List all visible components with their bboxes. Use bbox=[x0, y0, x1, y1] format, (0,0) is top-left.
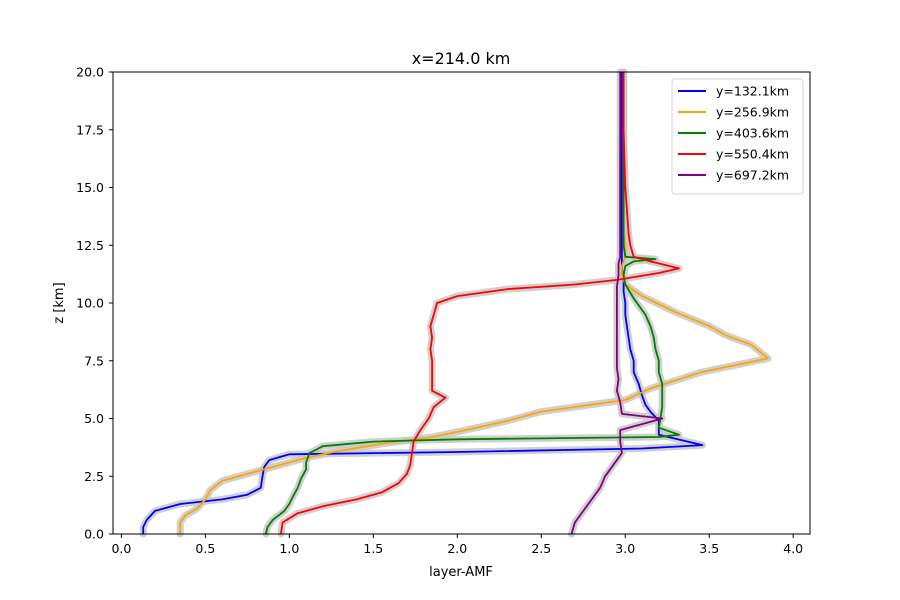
legend-box bbox=[671, 78, 804, 195]
y-tick-label: 12.5 bbox=[76, 238, 104, 253]
x-tick-label: 0.5 bbox=[195, 541, 215, 556]
legend-label-2: y=256.9km bbox=[716, 105, 789, 120]
y-tick-label: 15.0 bbox=[76, 180, 104, 195]
y-tick-label: 2.5 bbox=[84, 469, 104, 484]
x-tick-label: 4.0 bbox=[783, 541, 803, 556]
y-tick-label: 20.0 bbox=[76, 65, 104, 80]
series-2-line bbox=[179, 72, 769, 534]
series-lines bbox=[142, 72, 769, 535]
chart-title: x=214.0 km bbox=[412, 49, 511, 68]
y-tick-label: 10.0 bbox=[76, 296, 104, 311]
y-axis-ticks: 0.0 2.5 5.0 7.5 10.0 12.5 15.0 17.5 20.0 bbox=[76, 65, 113, 542]
series-5-line bbox=[570, 72, 664, 535]
x-axis-ticks: 0.0 0.5 1.0 1.5 2.0 2.5 3.0 3.5 4.0 bbox=[111, 534, 803, 556]
x-tick-label: 3.5 bbox=[699, 541, 719, 556]
x-tick-label: 2.5 bbox=[531, 541, 551, 556]
x-tick-label: 3.0 bbox=[615, 541, 635, 556]
legend-label-4: y=550.4km bbox=[716, 147, 789, 162]
y-tick-label: 7.5 bbox=[84, 353, 104, 368]
x-tick-label: 1.0 bbox=[279, 541, 299, 556]
x-tick-label: 0.0 bbox=[111, 541, 131, 556]
x-tick-label: 1.5 bbox=[363, 541, 383, 556]
legend-label-1: y=132.1km bbox=[716, 84, 789, 99]
series-4-line bbox=[280, 72, 680, 535]
series-3-line bbox=[264, 72, 680, 535]
x-axis-label: layer-AMF bbox=[429, 565, 493, 580]
legend-label-3: y=403.6km bbox=[716, 126, 789, 141]
y-axis-label: z [km] bbox=[52, 282, 67, 323]
legend-label-5: y=697.2km bbox=[716, 168, 789, 183]
y-tick-label: 5.0 bbox=[84, 411, 104, 426]
y-tick-label: 0.0 bbox=[84, 527, 104, 542]
x-tick-label: 2.0 bbox=[447, 541, 467, 556]
y-tick-label: 17.5 bbox=[76, 122, 104, 137]
chart-legend: y=132.1km y=256.9km y=403.6km y=550.4km y=69… bbox=[671, 78, 804, 195]
